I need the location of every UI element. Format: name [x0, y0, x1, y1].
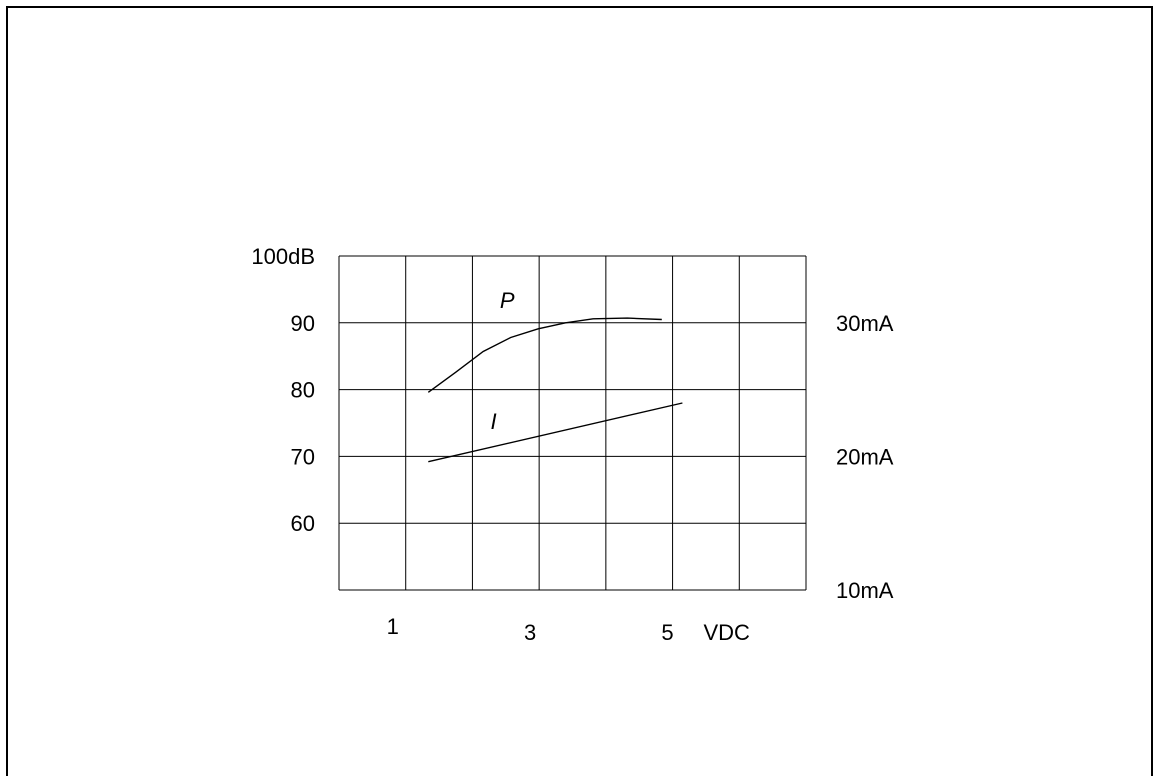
y-tick-label-right: 30mA [836, 311, 894, 336]
outer-frame [6, 6, 1153, 776]
x-tick-label: 1 [387, 614, 399, 639]
series-label-i: I [490, 409, 496, 434]
y-tick-label-left: 100dB [251, 244, 315, 269]
series-label-p: P [500, 288, 515, 313]
x-unit-label: VDC [704, 620, 751, 645]
series-layer [427, 317, 683, 463]
labels: 100dB 90 80 70 60 30mA 20mA 10mA 1 3 5 VDC P I [251, 244, 893, 645]
y-tick-label-left: 80 [291, 378, 315, 403]
x-tick-label: 5 [661, 620, 673, 645]
grid [338, 255, 807, 591]
x-tick-label: 3 [524, 620, 536, 645]
series-line-p [427, 317, 662, 393]
y-tick-label-right: 10mA [836, 578, 894, 603]
y-tick-label-right: 20mA [836, 444, 894, 469]
y-tick-label-left: 90 [291, 311, 315, 336]
y-tick-label-left: 60 [291, 511, 315, 536]
series-line-i [428, 402, 683, 463]
y-tick-label-left: 70 [291, 444, 315, 469]
